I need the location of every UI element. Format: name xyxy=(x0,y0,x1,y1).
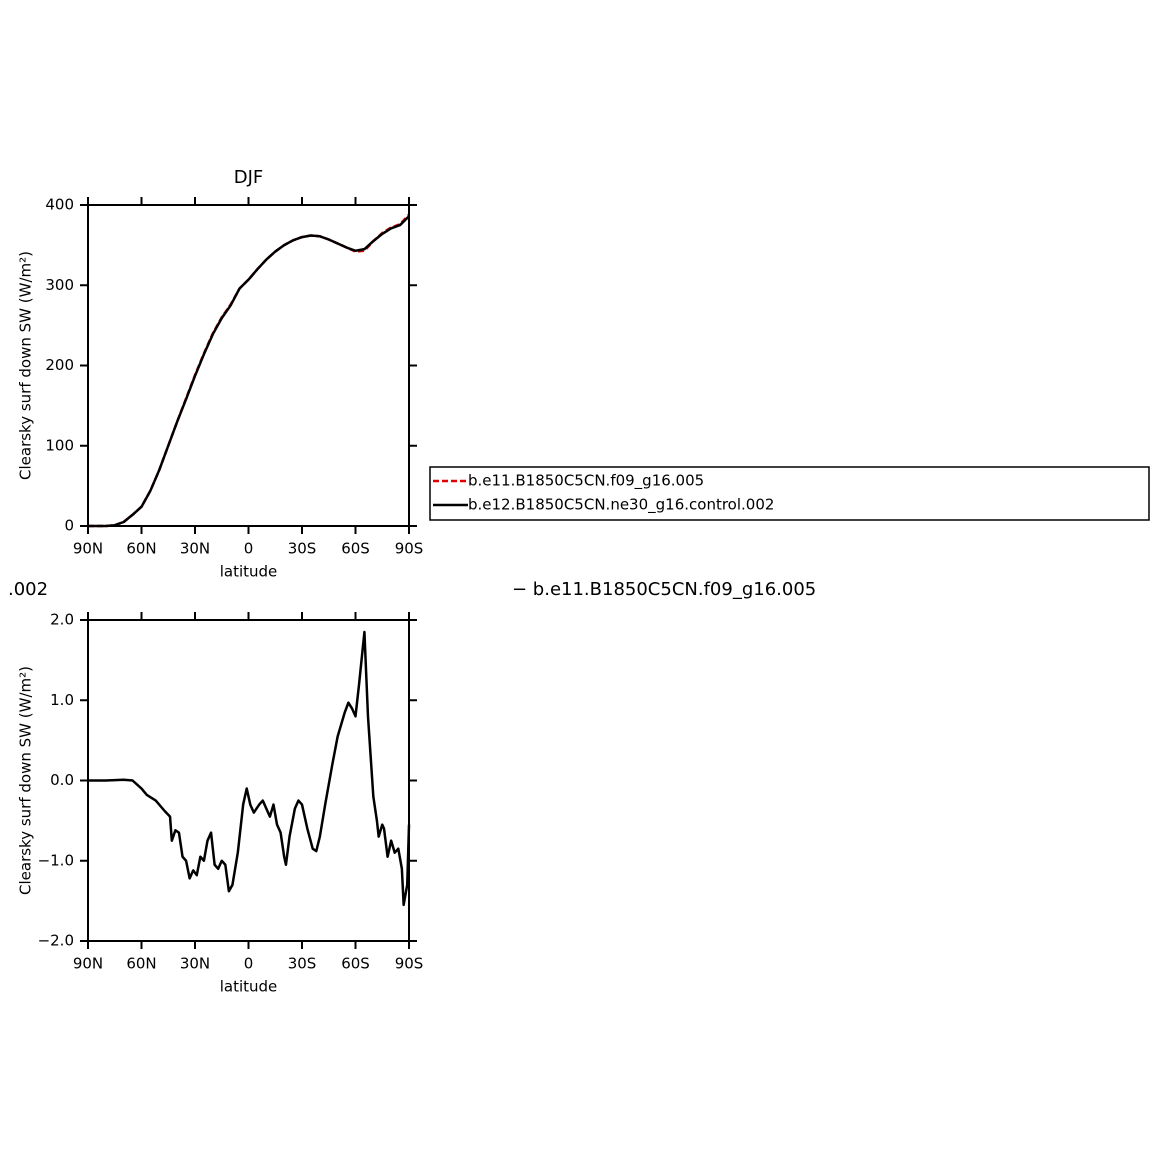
x-tick-label: 30S xyxy=(288,955,317,973)
x-tick-label: 30N xyxy=(180,540,210,558)
legend-box xyxy=(429,466,1150,521)
legend-label: b.e12.B1850C5CN.ne30_g16.control.002 xyxy=(468,496,774,515)
y-axis-label: Clearsky surf down SW (W/m²) xyxy=(17,666,35,895)
series-line xyxy=(88,213,410,528)
x-tick-label: 60N xyxy=(126,955,156,973)
x-axis-label: latitude xyxy=(220,563,278,581)
plot-frame xyxy=(87,204,410,527)
chart-title: − b.e11.B1850C5CN.f09_g16.005 xyxy=(512,579,816,600)
chart-title: .002 xyxy=(8,579,48,600)
x-tick-label: 30N xyxy=(180,955,210,973)
series-line xyxy=(88,215,410,528)
y-tick-label: −2.0 xyxy=(38,932,74,950)
y-tick-label: 100 xyxy=(45,436,74,454)
x-tick-label: 90N xyxy=(73,540,103,558)
x-tick-label: 90S xyxy=(395,955,424,973)
x-tick-label: 90N xyxy=(73,955,103,973)
y-tick-label: 400 xyxy=(45,196,74,214)
x-tick-label: 0 xyxy=(244,955,254,973)
y-tick-label: 1.0 xyxy=(50,691,74,709)
x-tick-label: 90S xyxy=(395,540,424,558)
x-tick-label: 60S xyxy=(341,955,370,973)
y-tick-label: −1.0 xyxy=(38,851,74,869)
chart-title: DJF xyxy=(234,167,264,188)
y-tick-label: 0.0 xyxy=(50,771,74,789)
y-tick-label: 0 xyxy=(64,517,74,535)
y-tick-label: 2.0 xyxy=(50,611,74,629)
x-tick-label: 60N xyxy=(126,540,156,558)
x-tick-label: 60S xyxy=(341,540,370,558)
y-tick-label: 300 xyxy=(45,276,74,294)
series-line xyxy=(88,630,411,907)
x-axis-label: latitude xyxy=(220,978,278,996)
y-tick-label: 200 xyxy=(45,356,74,374)
x-tick-label: 0 xyxy=(244,540,254,558)
legend-label: b.e11.B1850C5CN.f09_g16.005 xyxy=(468,472,704,491)
y-axis-label: Clearsky surf down SW (W/m²) xyxy=(17,251,35,480)
x-tick-label: 30S xyxy=(288,540,317,558)
